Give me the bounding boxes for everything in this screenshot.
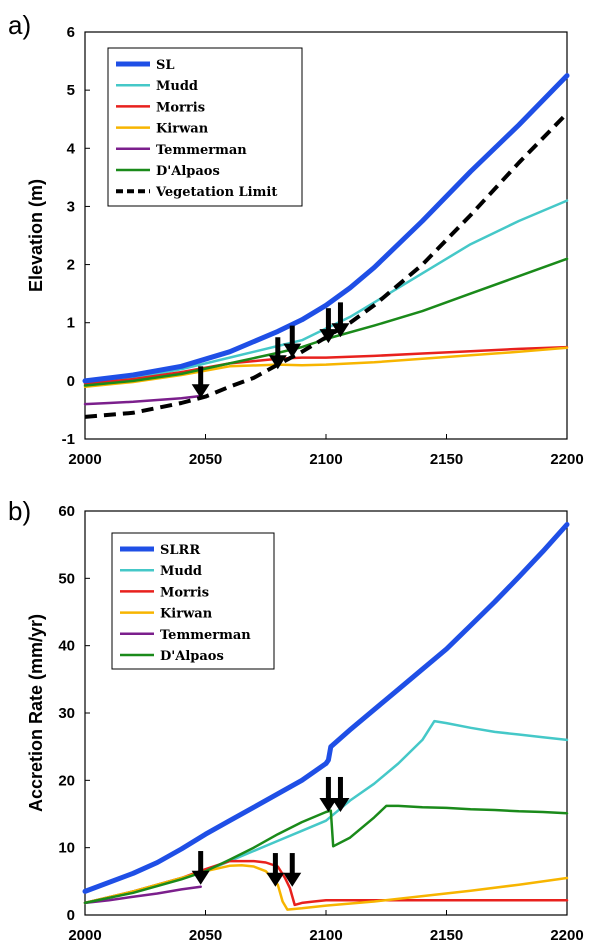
arrow-head bbox=[191, 384, 210, 399]
y-tick-label: 30 bbox=[58, 705, 75, 722]
series-line-sl bbox=[82, 73, 570, 384]
legend-label: Temmerman bbox=[160, 628, 251, 643]
series-line-temmerman bbox=[83, 394, 202, 406]
y-tick-label: 2 bbox=[67, 257, 75, 274]
y-tick-label: -1 bbox=[62, 431, 75, 448]
panel-a-chart: a) Elevation (m) -1 0 1 2 3 4 5 6 2000 2050 2100 2150… bbox=[8, 10, 584, 468]
arrow-head bbox=[191, 870, 210, 885]
y-tick-label: 40 bbox=[58, 638, 75, 655]
legend-label: SL bbox=[156, 58, 175, 73]
x-tick-label: 2050 bbox=[189, 451, 222, 468]
panel-b-chart: b) Accretion Rate (mm/yr) 0 10 20 30 40 50 60 200… bbox=[8, 496, 584, 944]
series-line-mudd bbox=[83, 199, 569, 386]
y-tick-label: 50 bbox=[58, 570, 75, 587]
x-tick-label: 2050 bbox=[189, 927, 222, 944]
x-tick-label: 2150 bbox=[430, 927, 463, 944]
y-axis-label: Accretion Rate (mm/yr) bbox=[26, 614, 46, 812]
series-line-kirwan bbox=[83, 346, 569, 388]
arrow-head bbox=[331, 797, 350, 812]
x-tick-label: 2000 bbox=[68, 451, 101, 468]
y-tick-label: 20 bbox=[58, 772, 75, 789]
panel-label: b) bbox=[8, 496, 31, 526]
arrow-head bbox=[319, 329, 338, 344]
arrow-head bbox=[283, 872, 302, 887]
y-tick-label: 0 bbox=[67, 907, 75, 924]
series-line-d-alpaos bbox=[83, 804, 569, 905]
series-line-vegetation-limit bbox=[84, 112, 569, 419]
legend-label: Mudd bbox=[160, 564, 202, 579]
arrow-head bbox=[266, 872, 285, 887]
y-tick-label: 10 bbox=[58, 840, 75, 857]
x-tick-label: 2150 bbox=[430, 451, 463, 468]
legend-label: SLRR bbox=[160, 543, 200, 558]
y-tick-label: 4 bbox=[67, 140, 76, 157]
legend-label: D'Alpaos bbox=[156, 164, 220, 179]
y-tick-label: 6 bbox=[67, 24, 75, 41]
x-tick-label: 2000 bbox=[68, 927, 101, 944]
series-line-morris bbox=[83, 345, 569, 386]
legend-label: Mudd bbox=[156, 79, 198, 94]
x-tick-label: 2200 bbox=[550, 451, 583, 468]
y-tick-label: 5 bbox=[67, 82, 75, 99]
legend-label: Morris bbox=[156, 100, 205, 115]
legend-label: Kirwan bbox=[160, 607, 213, 622]
series-line-slrr bbox=[82, 522, 570, 894]
y-tick-label: 3 bbox=[67, 198, 75, 215]
x-tick-label: 2100 bbox=[309, 451, 342, 468]
arrow-head bbox=[331, 323, 350, 338]
legend-label: Morris bbox=[160, 585, 209, 600]
arrow-head bbox=[268, 355, 287, 370]
series-line-kirwan bbox=[83, 863, 569, 911]
x-tick-label: 2200 bbox=[550, 927, 583, 944]
y-tick-label: 60 bbox=[58, 503, 75, 520]
series-line-temmerman bbox=[83, 885, 202, 905]
series-line-morris bbox=[83, 859, 569, 907]
arrow-head bbox=[319, 797, 338, 812]
panel-label: a) bbox=[8, 10, 31, 40]
legend-label: D'Alpaos bbox=[160, 649, 224, 664]
legend-label: Temmerman bbox=[156, 143, 247, 158]
x-tick-label: 2100 bbox=[309, 927, 342, 944]
y-tick-label: 0 bbox=[67, 373, 75, 390]
y-axis-label: Elevation (m) bbox=[26, 179, 46, 292]
arrow-head bbox=[283, 343, 302, 358]
y-tick-label: 1 bbox=[67, 315, 75, 332]
legend-label: Kirwan bbox=[156, 122, 209, 137]
legend-box bbox=[111, 532, 275, 670]
legend-label: Vegetation Limit bbox=[155, 185, 277, 200]
series-line-d-alpaos bbox=[83, 257, 569, 387]
